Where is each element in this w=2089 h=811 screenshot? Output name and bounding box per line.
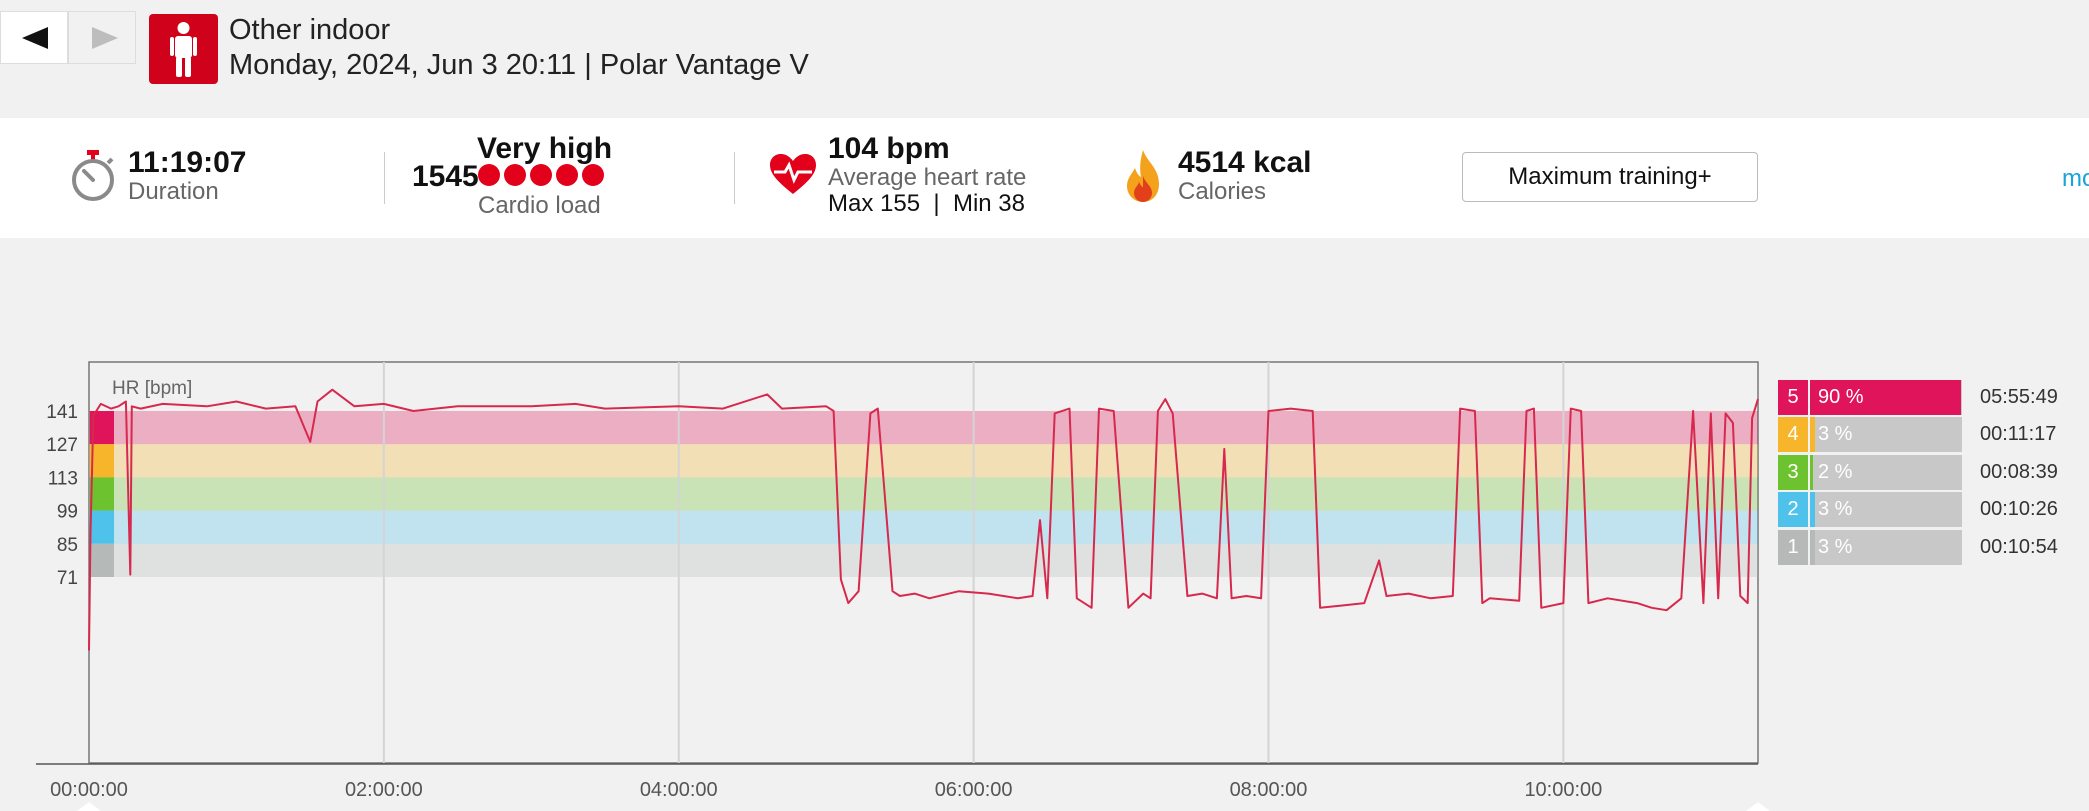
- zone-marker-3: [90, 477, 114, 511]
- cardio-dot: [504, 164, 526, 186]
- zone-marker-4: [90, 444, 114, 478]
- zone-percent: 3 %: [1818, 498, 1853, 520]
- range-end-handle[interactable]: [1746, 802, 1770, 811]
- x-tick-label: 02:00:00: [345, 779, 423, 801]
- cardio-dot: [556, 164, 578, 186]
- cardio-dot: [582, 164, 604, 186]
- zone-band-3: [89, 477, 1758, 511]
- forward-button[interactable]: [68, 11, 136, 64]
- zone-bar-track: [1810, 492, 1962, 527]
- zone-percent: 90 %: [1818, 386, 1864, 408]
- zone-number: 1: [1778, 530, 1808, 565]
- heart-rate-chart[interactable]: 00:00:00 02:00:00 04:00:00 06:00:00 08:00:00…: [0, 355, 2089, 811]
- zone-bar-fill: [1810, 417, 1815, 452]
- cardio-load-dots: [474, 164, 604, 186]
- zone-band-2: [89, 510, 1758, 544]
- zone-marker-2: [90, 510, 114, 544]
- zone-bar-track: [1810, 530, 1962, 565]
- summary-bar: 11:19:07 Duration Very high 1545 Cardio …: [0, 118, 2089, 238]
- zone-time: 00:11:17: [1980, 423, 2057, 445]
- training-benefit-button[interactable]: Maximum training+: [1462, 152, 1758, 202]
- stopwatch-icon: [72, 150, 114, 201]
- zone-number: 5: [1778, 380, 1808, 415]
- arrow-left-icon: [22, 27, 48, 49]
- zone-time: 00:10:54: [1980, 536, 2058, 558]
- zone-time: 00:08:39: [1980, 461, 2058, 483]
- zone-bar-track: [1810, 455, 1962, 490]
- zone-number: 2: [1778, 492, 1808, 527]
- y-tick-label: 85: [57, 535, 78, 556]
- range-start-handle[interactable]: [77, 802, 101, 811]
- zone-percent: 3 %: [1818, 423, 1853, 445]
- y-tick-label: 141: [46, 402, 78, 423]
- ylabel-box: [102, 371, 210, 401]
- zone-percent: 3 %: [1818, 536, 1853, 558]
- zone-band-4: [89, 444, 1758, 478]
- back-button[interactable]: [0, 11, 68, 64]
- heart-rate-max-min: Max 155 | Min 38: [828, 190, 1025, 217]
- calories-label: Calories: [1178, 178, 1267, 205]
- zone-band-1: [89, 543, 1758, 577]
- y-axis-label: HR [bpm]: [112, 378, 192, 399]
- x-tick-label: 00:00:00: [50, 779, 128, 801]
- divider: [384, 152, 385, 204]
- zone-time: 00:10:26: [1980, 498, 2058, 520]
- heart-icon: [770, 154, 816, 194]
- person-standing-icon: [149, 14, 218, 84]
- cardio-load-label: Cardio load: [478, 192, 601, 219]
- zone-bar-fill: [1810, 380, 1961, 415]
- calories-value: 4514 kcal: [1178, 146, 1312, 179]
- zone-bar-track: [1810, 417, 1962, 452]
- zone-marker-1: [90, 543, 114, 577]
- heart-rate-value: 104 bpm: [828, 132, 950, 165]
- zone-number: 3: [1778, 455, 1808, 490]
- duration-label: Duration: [128, 178, 219, 205]
- y-tick-label: 71: [57, 568, 78, 589]
- zone-time: 05:55:49: [1980, 386, 2058, 408]
- y-tick-label: 99: [57, 502, 78, 523]
- zone-bar-fill: [1810, 455, 1813, 490]
- cardio-dot: [530, 164, 552, 186]
- arrow-right-icon: [92, 27, 118, 49]
- divider: [734, 152, 735, 204]
- heart-rate-line: [88, 388, 1759, 651]
- y-tick-label: 127: [46, 435, 78, 456]
- cardio-load-level: Very high: [477, 132, 613, 165]
- heart-rate-label: Average heart rate: [828, 164, 1027, 191]
- zone-percent: 2 %: [1818, 461, 1853, 483]
- zone-number: 4: [1778, 417, 1808, 452]
- duration-value: 11:19:07: [128, 146, 247, 179]
- x-tick-label: 10:00:00: [1524, 779, 1602, 801]
- flame-icon: [1127, 150, 1159, 202]
- y-tick-label: 113: [48, 468, 78, 489]
- page-title: Other indoor: [229, 14, 391, 46]
- session-subtitle: Monday, 2024, Jun 3 20:11 | Polar Vantag…: [229, 49, 809, 81]
- zone-bar-fill: [1810, 492, 1815, 527]
- cardio-dot: [478, 164, 500, 186]
- cardio-load-number: 1545: [412, 160, 479, 193]
- zone-band-5: [89, 411, 1758, 445]
- x-tick-label: 06:00:00: [935, 779, 1013, 801]
- more-link[interactable]: mo: [2062, 165, 2089, 192]
- x-tick-label: 04:00:00: [640, 779, 718, 801]
- x-tick-label: 08:00:00: [1230, 779, 1308, 801]
- zone-bar-fill: [1810, 530, 1815, 565]
